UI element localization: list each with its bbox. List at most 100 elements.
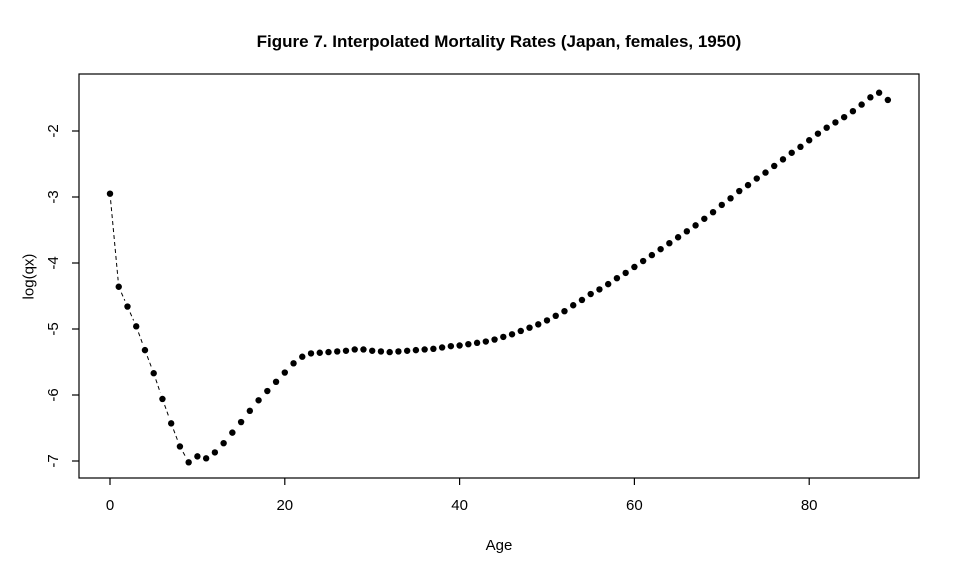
- y-tick-label: -7: [45, 454, 62, 467]
- data-point: [211, 449, 219, 456]
- data-point: [473, 339, 481, 347]
- data-point: [307, 350, 315, 357]
- data-point: [246, 407, 254, 415]
- data-point: [281, 369, 288, 376]
- data-point: [884, 96, 892, 104]
- y-tick-label: -4: [45, 256, 62, 269]
- data-point: [447, 342, 455, 350]
- data-point: [631, 263, 638, 271]
- data-point: [316, 349, 323, 356]
- data-point: [867, 94, 874, 101]
- data-point: [500, 333, 507, 341]
- data-point: [753, 175, 760, 182]
- data-point: [150, 370, 157, 377]
- data-point: [403, 347, 411, 354]
- data-point: [456, 342, 463, 349]
- data-point: [255, 397, 262, 404]
- data-point: [299, 353, 306, 360]
- data-point: [692, 222, 699, 229]
- y-tick-label: -5: [45, 322, 62, 335]
- data-point: [508, 331, 516, 338]
- y-tick-label: -2: [45, 124, 62, 137]
- data-point: [290, 360, 297, 367]
- x-tick-label: 40: [451, 497, 468, 514]
- data-point: [797, 143, 804, 151]
- data-point: [395, 348, 402, 355]
- y-tick-label: -3: [45, 190, 62, 203]
- x-tick-label: 20: [276, 497, 293, 514]
- data-point: [106, 190, 114, 197]
- data-point: [386, 348, 393, 356]
- data-point: [377, 348, 385, 355]
- data-point: [587, 290, 594, 298]
- data-point: [762, 169, 769, 176]
- data-point: [552, 312, 559, 319]
- data-point: [613, 274, 621, 282]
- connector-segment: [155, 379, 161, 393]
- data-point: [124, 303, 131, 310]
- data-point: [657, 245, 664, 253]
- data-point: [334, 348, 341, 355]
- data-point: [412, 346, 420, 354]
- connector-segment: [173, 429, 179, 441]
- x-tick-label: 0: [106, 497, 114, 514]
- data-point: [840, 113, 848, 121]
- data-point: [430, 345, 437, 352]
- connector-segment: [120, 292, 126, 301]
- data-point: [736, 187, 743, 195]
- data-point: [858, 101, 865, 108]
- data-point: [264, 387, 271, 395]
- y-tick-label: -6: [45, 388, 62, 401]
- connector-segment: [182, 451, 186, 457]
- data-point: [421, 346, 428, 353]
- data-point: [666, 240, 673, 247]
- data-point: [220, 439, 227, 447]
- data-point: [674, 234, 682, 241]
- data-point: [360, 346, 367, 353]
- data-point: [115, 283, 122, 290]
- data-point: [622, 269, 629, 277]
- data-point: [133, 323, 140, 330]
- data-point: [526, 324, 533, 331]
- connector-segment: [164, 404, 170, 418]
- connector-segment: [137, 332, 144, 345]
- data-point: [272, 378, 280, 385]
- data-point: [176, 443, 184, 450]
- data-point: [596, 286, 603, 293]
- data-point: [351, 346, 358, 353]
- x-axis-label: Age: [485, 537, 513, 554]
- data-point: [369, 347, 376, 354]
- data-point: [465, 340, 472, 348]
- connector-segment: [110, 200, 119, 281]
- data-point: [832, 119, 839, 126]
- connector-segment: [146, 356, 152, 368]
- data-point: [229, 429, 236, 436]
- connector-segment: [129, 312, 135, 321]
- data-point: [543, 317, 551, 324]
- data-point: [517, 327, 524, 335]
- data-point: [701, 215, 708, 222]
- data-point: [709, 208, 717, 216]
- data-point: [561, 307, 568, 315]
- data-point: [159, 395, 166, 403]
- data-point: [185, 459, 192, 466]
- data-point: [202, 455, 210, 462]
- data-point: [325, 348, 332, 356]
- data-point: [167, 420, 175, 427]
- plot-border: [78, 73, 920, 479]
- data-point: [771, 162, 778, 170]
- data-point: [744, 181, 752, 189]
- data-point: [648, 251, 656, 259]
- data-point: [482, 338, 490, 345]
- data-point: [639, 257, 647, 265]
- data-point: [683, 228, 691, 235]
- data-point: [779, 156, 787, 163]
- data-point: [806, 137, 813, 144]
- data-point: [194, 453, 201, 460]
- data-point: [535, 321, 542, 328]
- data-point: [814, 130, 822, 137]
- data-point: [237, 418, 245, 426]
- data-point: [570, 302, 577, 309]
